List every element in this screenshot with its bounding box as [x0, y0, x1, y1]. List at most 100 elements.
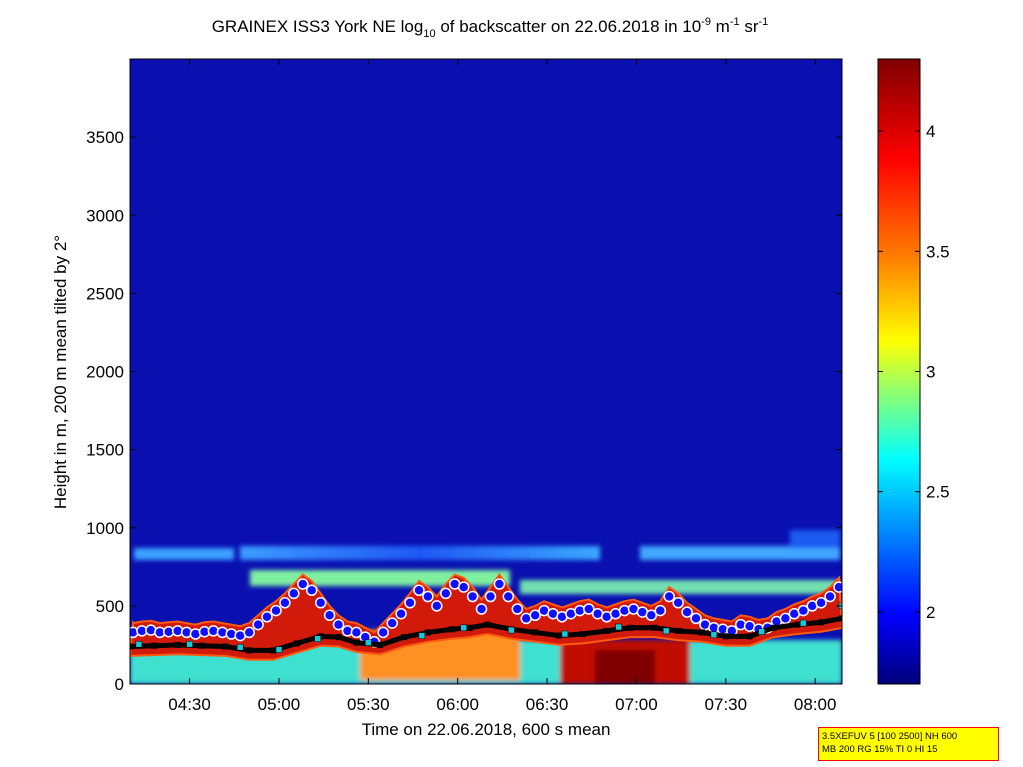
colorbar: [877, 58, 921, 685]
layer-base-marker: [603, 627, 610, 634]
layer-top-marker: [350, 626, 363, 639]
layer-top-marker: [243, 626, 255, 639]
x-tick-label: 06:00: [436, 695, 479, 714]
colorbar-tick-label: 2: [926, 603, 935, 622]
layer-top-marker: [422, 590, 434, 603]
layer-base-line: [379, 634, 405, 648]
layer-top-marker: [305, 584, 318, 597]
layer-top-marker: [457, 581, 470, 593]
y-tick-label: 3500: [86, 128, 124, 147]
layer-top-marker: [690, 612, 702, 625]
info-line-1: 3.5XEFUV 5 [100 2500] NH 600: [822, 731, 958, 742]
layer-base-marker: [293, 640, 300, 647]
layer-top-marker: [502, 590, 515, 603]
layer-base-line: [487, 622, 512, 632]
layer-base-line: [773, 622, 798, 631]
layer-top-marker: [511, 603, 524, 615]
cloud-base-marker: [561, 630, 569, 638]
layer-top-marker: [386, 617, 398, 629]
layer-base-marker: [353, 639, 360, 646]
heatmap-plot: [130, 59, 842, 684]
layer-base-marker: [579, 631, 586, 637]
cloud-base-marker: [135, 640, 143, 648]
cloud-base-marker: [460, 624, 467, 632]
colorbar-tick-label: 4: [926, 122, 935, 141]
layer-top-marker: [404, 597, 416, 609]
layer-base-marker: [377, 641, 384, 648]
cloud-base-marker: [236, 644, 244, 651]
info-line-2: MB 200 RG 15% TI 0 HI 15: [822, 744, 938, 755]
layer-top-marker: [431, 600, 443, 612]
layer-base-line: [153, 642, 178, 649]
layer-top-marker: [413, 584, 425, 597]
layer-base-marker: [130, 643, 133, 650]
x-tick-label: 04:30: [168, 695, 211, 714]
cloud-base-marker: [710, 631, 718, 639]
layer-base-line: [510, 626, 536, 635]
x-tick-label: 08:00: [794, 695, 837, 714]
y-axis-label: Height in m, 200 m mean tilted by 2°: [51, 235, 70, 509]
layer-top-marker: [297, 578, 309, 590]
layer-top-marker: [645, 609, 658, 622]
layer-base-marker: [222, 643, 229, 650]
colorbar-tick-label: 3.5: [926, 242, 950, 261]
x-tick-label: 07:00: [615, 695, 658, 714]
layer-base-marker: [150, 642, 157, 649]
x-tick-label: 06:30: [526, 695, 569, 714]
cloud-base-marker: [365, 639, 372, 646]
layer-top-marker: [815, 597, 827, 609]
layer-top-marker: [583, 603, 595, 615]
layer-base-marker: [335, 634, 342, 641]
chart-title: GRAINEX ISS3 York NE log10 of backscatte…: [212, 16, 769, 40]
x-tick-label: 07:30: [705, 695, 748, 714]
y-tick-label: 3000: [86, 206, 124, 225]
layer-base-marker: [770, 624, 777, 631]
layer-top-marker: [332, 618, 345, 631]
cloud-base-marker: [662, 627, 670, 635]
layer-top-marker: [824, 590, 836, 603]
layer-top-marker: [833, 581, 842, 593]
layer-top-marker: [681, 606, 693, 618]
cloud-base-marker: [800, 619, 807, 627]
layer-top-marker: [466, 590, 479, 603]
layer-base-line: [201, 643, 226, 649]
layer-base-marker: [484, 621, 491, 628]
layer-top-marker: [288, 587, 300, 600]
layer-base-marker: [401, 634, 408, 641]
layer-base-marker: [532, 629, 539, 636]
layer-top-marker: [261, 611, 273, 623]
layer-top-marker: [663, 590, 675, 603]
layer-base-marker: [794, 621, 801, 628]
layer-base-line: [677, 628, 703, 635]
layer-top-marker: [654, 604, 667, 617]
layer-base-marker: [424, 629, 431, 636]
colorbar-tick-label: 2.5: [926, 483, 950, 502]
y-tick-label: 1000: [86, 519, 124, 538]
y-tick-label: 0: [115, 675, 124, 694]
layer-top-marker: [395, 607, 407, 620]
layer-base-marker: [466, 624, 473, 631]
layer-base-marker: [246, 647, 253, 654]
layer-top-marker: [672, 597, 684, 609]
cloud-base-marker: [508, 626, 515, 634]
layer-top-marker: [279, 597, 291, 609]
layer-top-marker: [484, 590, 497, 603]
colorbar-tick-label: 3: [926, 363, 935, 382]
layer-base-marker: [198, 642, 205, 649]
y-tick-label: 500: [96, 597, 124, 616]
layer-base-marker: [270, 647, 276, 654]
x-tick-label: 05:00: [258, 695, 301, 714]
cloud-base-marker: [275, 646, 283, 653]
layer-base-marker: [818, 619, 825, 626]
cloud-base-marker: [314, 635, 321, 642]
layer-base-marker: [556, 632, 562, 639]
layer-top-marker: [475, 603, 488, 615]
layer-top-marker: [323, 609, 336, 622]
layer-base-marker: [448, 626, 455, 633]
x-tick-label: 05:30: [347, 695, 390, 714]
layer-base-line: [427, 626, 453, 635]
layer-top-marker: [440, 587, 452, 600]
settings-info-box: 3.5XEFUV 5 [100 2500] NH 600 MB 200 RG 1…: [818, 727, 999, 761]
layer-top-marker: [529, 609, 541, 622]
